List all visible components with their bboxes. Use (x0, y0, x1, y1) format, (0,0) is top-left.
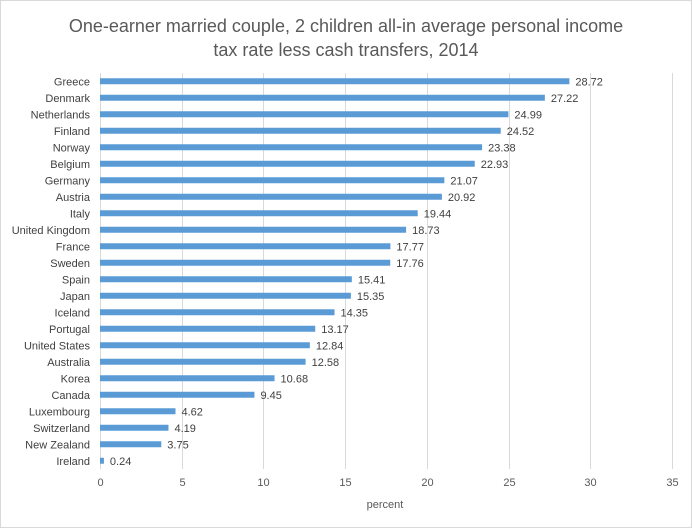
category-label: United Kingdom (12, 225, 90, 237)
category-label: Spain (62, 274, 90, 286)
chart-title-line-1: One-earner married couple, 2 children al… (69, 16, 623, 36)
category-label: Korea (61, 373, 91, 385)
value-label: 4.62 (182, 406, 203, 418)
bar (100, 243, 391, 250)
value-label: 3.75 (167, 439, 188, 451)
category-label: Portugal (49, 324, 90, 336)
value-label: 12.58 (312, 357, 340, 369)
x-tick-label: 30 (584, 477, 596, 489)
bars (100, 78, 570, 464)
category-label: France (56, 241, 90, 253)
value-label: 24.52 (507, 126, 535, 138)
bar (100, 78, 570, 85)
bar (100, 391, 255, 398)
value-label: 12.84 (316, 340, 344, 352)
value-label: 13.17 (321, 324, 349, 336)
x-tick-label: 10 (257, 477, 269, 489)
x-axis-ticks: 0 5 10 15 20 25 30 35 (97, 477, 678, 489)
value-label: 20.92 (448, 192, 476, 204)
bar (100, 177, 445, 184)
bar (100, 309, 335, 316)
bar (100, 111, 509, 118)
bar (100, 358, 306, 365)
value-label: 28.72 (575, 76, 603, 88)
bar (100, 325, 316, 332)
value-label: 15.41 (358, 274, 386, 286)
value-label: 24.99 (514, 109, 542, 121)
value-label: 18.73 (412, 225, 440, 237)
chart-title-line-2: tax rate less cash transfers, 2014 (213, 40, 478, 60)
category-label: Denmark (45, 93, 90, 105)
category-label: New Zealand (25, 439, 90, 451)
value-label: 17.77 (396, 241, 424, 253)
x-tick-label: 20 (421, 477, 433, 489)
x-tick-label: 5 (179, 477, 185, 489)
bar (100, 193, 442, 200)
bar (100, 342, 310, 349)
value-label: 4.19 (174, 423, 195, 435)
value-label: 10.68 (281, 373, 309, 385)
category-label: Belgium (50, 159, 90, 171)
bar (100, 160, 475, 167)
bar (100, 226, 407, 233)
bar (100, 259, 391, 266)
category-label: Luxembourg (29, 406, 90, 418)
bar (100, 276, 352, 283)
category-label: United States (24, 340, 91, 352)
bar (100, 408, 176, 415)
value-label: 9.45 (260, 390, 281, 402)
bar (100, 94, 545, 101)
category-label: Austria (56, 192, 91, 204)
category-label: Iceland (55, 307, 90, 319)
category-label: Australia (47, 357, 91, 369)
category-label: Ireland (56, 456, 90, 468)
value-label: 21.07 (450, 175, 478, 187)
x-axis-title: percent (367, 499, 404, 511)
category-label: Canada (51, 390, 90, 402)
bar (100, 292, 351, 299)
category-label: Netherlands (31, 109, 91, 121)
value-label: 23.38 (488, 142, 516, 154)
bar (100, 441, 162, 448)
bar (100, 457, 104, 464)
value-label: 0.24 (110, 456, 131, 468)
x-tick-label: 0 (97, 477, 103, 489)
category-label: Sweden (50, 258, 90, 270)
value-label: 15.35 (357, 291, 385, 303)
bar (100, 210, 418, 217)
category-label: Finland (54, 126, 90, 138)
category-label: Norway (53, 142, 91, 154)
value-label: 22.93 (481, 159, 509, 171)
bar (100, 144, 483, 151)
category-label: Italy (70, 208, 91, 220)
value-label: 27.22 (551, 93, 579, 105)
value-label: 14.35 (341, 307, 369, 319)
x-tick-label: 25 (503, 477, 515, 489)
value-label: 19.44 (424, 208, 452, 220)
category-label: Switzerland (33, 423, 90, 435)
category-labels: Greece Denmark Netherlands Finland Norway Bel… (12, 76, 91, 468)
category-label: Germany (45, 175, 91, 187)
bar (100, 424, 169, 431)
bar (100, 127, 501, 134)
category-label: Japan (60, 291, 90, 303)
x-tick-label: 15 (339, 477, 351, 489)
value-label: 17.76 (396, 258, 424, 270)
x-tick-label: 35 (666, 477, 678, 489)
category-label: Greece (54, 76, 90, 88)
gridlines (100, 73, 673, 469)
bar (100, 375, 275, 382)
